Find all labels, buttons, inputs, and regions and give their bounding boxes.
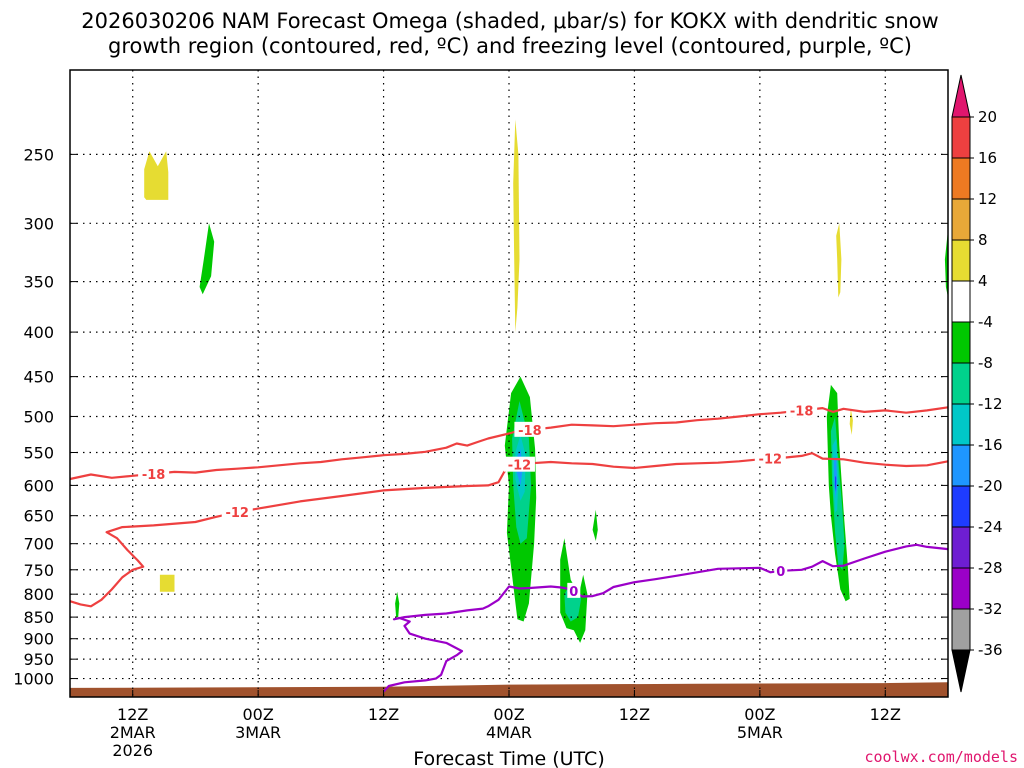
contour-label-bg--18-2 bbox=[786, 402, 818, 418]
terrain-surface bbox=[70, 682, 948, 697]
ytick-label-850: 850 bbox=[23, 608, 54, 627]
colorbar-bin-6 bbox=[951, 321, 971, 364]
omega-region-11 bbox=[592, 509, 598, 541]
colorbar-label-8: -16 bbox=[978, 436, 1003, 454]
xtick-label-6-0: 12Z bbox=[117, 705, 148, 724]
contour-label-bg-0-1 bbox=[774, 562, 788, 578]
xtick-label-42-1: 4MAR bbox=[486, 723, 532, 742]
xtick-label-54-0: 12Z bbox=[619, 705, 650, 724]
colorbar-label-12: -32 bbox=[978, 600, 1003, 618]
colorbar-bin-10 bbox=[951, 485, 971, 528]
colorbar-bin-7 bbox=[951, 362, 971, 405]
xtick-label-30-0: 12Z bbox=[368, 705, 399, 724]
ytick-label-450: 450 bbox=[23, 368, 54, 387]
colorbar-label-11: -28 bbox=[978, 559, 1003, 577]
contour-label-bg-0-0 bbox=[567, 582, 581, 598]
xtick-label-66-1: 5MAR bbox=[737, 723, 783, 742]
xtick-label-42-0: 00Z bbox=[493, 705, 524, 724]
ytick-label-700: 700 bbox=[23, 535, 54, 554]
ytick-label-800: 800 bbox=[23, 585, 54, 604]
chart-title-line-1: 2026030206 NAM Forecast Omega (shaded, μ… bbox=[81, 9, 938, 33]
ytick-label-950: 950 bbox=[23, 650, 54, 669]
contour-label-bg--12-0 bbox=[221, 504, 253, 520]
contour-label-bg--12-1 bbox=[503, 456, 535, 472]
xtick-label-6-2: 2026 bbox=[112, 741, 153, 760]
colorbar-label-2: 12 bbox=[978, 190, 997, 208]
contour-0 bbox=[382, 543, 949, 693]
contour-layer: -18 -18 -18 -12 -12 -12 0 0 bbox=[69, 402, 949, 693]
omega-region-12 bbox=[836, 223, 842, 298]
contour-label--18-2: -18 bbox=[790, 404, 814, 419]
ytick-label-750: 750 bbox=[23, 561, 54, 580]
colorbar-bin-9 bbox=[951, 444, 971, 487]
omega-region-18 bbox=[849, 408, 853, 435]
colorbar-label-7: -12 bbox=[978, 395, 1003, 413]
colorbar-bin-11 bbox=[951, 526, 971, 569]
contour-label-bg--18-0 bbox=[138, 465, 170, 481]
colorbar-label-3: 8 bbox=[978, 231, 988, 249]
ytick-label-250: 250 bbox=[23, 145, 54, 164]
x-axis-label: Forecast Time (UTC) bbox=[413, 748, 604, 768]
contour-label--12-2: -12 bbox=[759, 453, 783, 468]
colorbar-bin-2 bbox=[951, 157, 971, 200]
colorbar-label-10: -24 bbox=[978, 518, 1003, 536]
omega-region-2 bbox=[159, 574, 175, 592]
colorbar-bin-12 bbox=[951, 567, 971, 610]
colorbar-bin-5 bbox=[951, 280, 971, 323]
colorbar-bin-4 bbox=[951, 239, 971, 282]
xtick-label-78-0: 12Z bbox=[870, 705, 901, 724]
ytick-label-650: 650 bbox=[23, 507, 54, 526]
contour-label--18-0: -18 bbox=[142, 468, 166, 483]
contour-label--12-1: -12 bbox=[508, 459, 532, 474]
omega-region-3 bbox=[395, 591, 400, 618]
ytick-label-600: 600 bbox=[23, 476, 54, 495]
colorbar-label-0: 20 bbox=[978, 108, 997, 126]
grid-layer bbox=[70, 70, 948, 697]
omega-region-4 bbox=[513, 119, 520, 333]
omega-region-0 bbox=[144, 151, 169, 200]
colorbar-bin-13 bbox=[951, 608, 971, 651]
colorbar-bin-14 bbox=[951, 649, 971, 693]
contour-label--12-0: -12 bbox=[225, 506, 249, 521]
plot-frame bbox=[69, 69, 949, 698]
contour--12 bbox=[69, 452, 949, 608]
chart-title-line-2: growth region (contoured, red, ºC) and f… bbox=[108, 34, 912, 58]
ytick-label-350: 350 bbox=[23, 273, 54, 292]
xtick-label-6-1: 2MAR bbox=[110, 723, 156, 742]
ytick-label-400: 400 bbox=[23, 323, 54, 342]
credit-link[interactable]: coolwx.com/models bbox=[864, 748, 1018, 766]
colorbar-label-13: -36 bbox=[978, 641, 1003, 659]
ytick-label-500: 500 bbox=[23, 407, 54, 426]
ytick-label-900: 900 bbox=[23, 630, 54, 649]
contour-label--18-1: -18 bbox=[518, 424, 542, 439]
colorbar: 20 16 12 8 4 -4 -8 -12 -16 -20 -24 -28 -32 -36 bbox=[951, 74, 1003, 693]
colorbar-bin-8 bbox=[951, 403, 971, 446]
contour-label-0-0: 0 bbox=[569, 585, 578, 600]
ytick-label-1000: 1000 bbox=[13, 670, 54, 689]
terrain-layer bbox=[70, 682, 948, 697]
omega-region-19 bbox=[944, 229, 948, 298]
colorbar-bin-1 bbox=[951, 116, 971, 159]
ytick-label-300: 300 bbox=[23, 214, 54, 233]
contour-label-0-1: 0 bbox=[776, 565, 785, 580]
colorbar-bin-0 bbox=[951, 74, 971, 118]
colorbar-bin-3 bbox=[951, 198, 971, 241]
xtick-label-66-0: 00Z bbox=[744, 705, 775, 724]
omega-region-1 bbox=[199, 223, 215, 295]
axes-layer: 250 300 350 400 450 500 550 600 650 700 750 800 850 9… bbox=[13, 69, 949, 760]
colorbar-label-4: 4 bbox=[978, 272, 988, 290]
colorbar-label-9: -20 bbox=[978, 477, 1003, 495]
xtick-label-18-0: 00Z bbox=[242, 705, 273, 724]
contour-label-bg--12-2 bbox=[754, 450, 786, 466]
ytick-label-550: 550 bbox=[23, 444, 54, 463]
omega-region-17 bbox=[834, 475, 837, 492]
colorbar-label-5: -4 bbox=[978, 313, 993, 331]
contour-label-bg--18-1 bbox=[514, 421, 546, 437]
colorbar-label-6: -8 bbox=[978, 354, 993, 372]
colorbar-label-1: 16 bbox=[978, 149, 997, 167]
xtick-label-18-1: 3MAR bbox=[235, 723, 281, 742]
